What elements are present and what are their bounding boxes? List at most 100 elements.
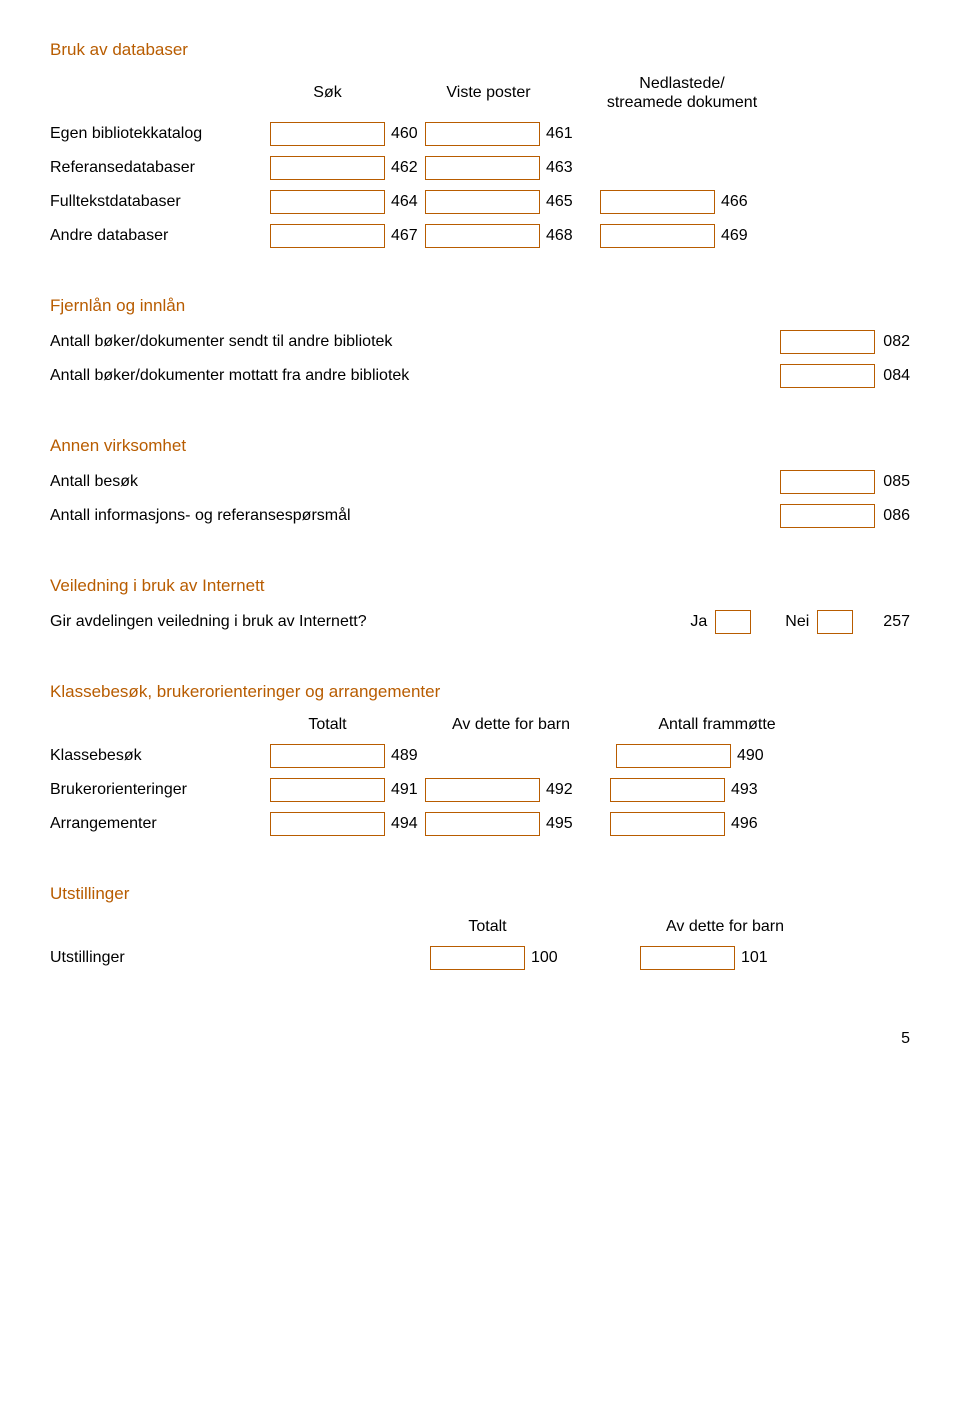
row-label: Antall besøk (50, 473, 780, 491)
input-box[interactable] (425, 190, 540, 214)
header-row: Totalt Av dette for barn (50, 918, 910, 936)
section-fjernlan: Fjernlån og innlån Antall bøker/dokument… (50, 296, 910, 388)
section-title: Klassebesøk, brukerorienteringer og arra… (50, 682, 910, 702)
field-code: 495 (540, 815, 580, 833)
table-row: Referansedatabaser 462 463 (50, 156, 910, 180)
input-box[interactable] (270, 190, 385, 214)
table-row: Egen bibliotekkatalog 460 461 (50, 122, 910, 146)
field-code: 465 (540, 193, 580, 211)
field-code: 086 (875, 507, 910, 525)
table-row: Fulltekstdatabaser 464 465 466 (50, 190, 910, 214)
ja-label: Ja (690, 613, 707, 631)
page-number: 5 (50, 1030, 910, 1048)
table-row: Antall informasjons- og referansespørsmå… (50, 504, 910, 528)
row-label: Antall informasjons- og referansespørsmå… (50, 507, 780, 525)
nei-checkbox[interactable] (817, 610, 853, 634)
input-box[interactable] (270, 122, 385, 146)
input-box[interactable] (780, 364, 875, 388)
input-box[interactable] (270, 812, 385, 836)
input-box[interactable] (780, 470, 875, 494)
ja-checkbox[interactable] (715, 610, 751, 634)
input-box[interactable] (600, 190, 715, 214)
col-header: Av dette for barn (645, 918, 805, 936)
row-label: Fulltekstdatabaser (50, 193, 270, 211)
row-label: Antall bøker/dokumenter mottatt fra andr… (50, 367, 780, 385)
field-code: 468 (540, 227, 580, 245)
input-box[interactable] (610, 778, 725, 802)
header-row: Søk Viste poster Nedlastede/ streamede d… (50, 74, 910, 112)
input-box[interactable] (610, 812, 725, 836)
input-box[interactable] (600, 224, 715, 248)
col-header: Nedlastede/ streamede dokument (592, 74, 772, 112)
section-title: Bruk av databaser (50, 40, 910, 60)
input-box[interactable] (270, 744, 385, 768)
field-code: 493 (725, 781, 758, 799)
section-title: Veiledning i bruk av Internett (50, 576, 910, 596)
field-code: 463 (540, 159, 580, 177)
nei-label: Nei (785, 613, 809, 631)
col-header: Søk (270, 84, 385, 102)
input-box[interactable] (425, 812, 540, 836)
table-row: Klassebesøk 489 490 (50, 744, 910, 768)
section-annen: Annen virksomhet Antall besøk 085Antall … (50, 436, 910, 528)
input-box[interactable] (616, 744, 731, 768)
table-row: Antall bøker/dokumenter mottatt fra andr… (50, 364, 910, 388)
row-label: Referansedatabaser (50, 159, 270, 177)
field-code: 494 (385, 815, 425, 833)
table-row: Andre databaser 467 468 469 (50, 224, 910, 248)
row-label: Brukerorienteringer (50, 781, 270, 799)
field-code: 464 (385, 193, 425, 211)
input-box[interactable] (780, 330, 875, 354)
field-code: 491 (385, 781, 425, 799)
section-klassebesok: Klassebesøk, brukerorienteringer og arra… (50, 682, 910, 836)
table-row: Antall besøk 085 (50, 470, 910, 494)
field-code: 467 (385, 227, 425, 245)
col-header: Antall frammøtte (637, 716, 797, 734)
field-code: 490 (731, 747, 764, 765)
input-box[interactable] (425, 778, 540, 802)
row-label: Utstillinger (50, 949, 270, 967)
field-code: 469 (715, 227, 748, 245)
col-header: Totalt (270, 716, 385, 734)
field-code: 084 (875, 367, 910, 385)
field-code: 101 (735, 949, 768, 967)
section-title: Annen virksomhet (50, 436, 910, 456)
field-code: 100 (525, 949, 565, 967)
section-utstillinger: Utstillinger Totalt Av dette for barn Ut… (50, 884, 910, 970)
table-row: Utstillinger 100 101 (50, 946, 910, 970)
row-label: Klassebesøk (50, 747, 270, 765)
field-code: 085 (875, 473, 910, 491)
row-label: Andre databaser (50, 227, 270, 245)
input-box[interactable] (780, 504, 875, 528)
section-databaser: Bruk av databaser Søk Viste poster Nedla… (50, 40, 910, 248)
question-row: Gir avdelingen veiledning i bruk av Inte… (50, 610, 910, 634)
header-row: Totalt Av dette for barn Antall frammøtt… (50, 716, 910, 734)
field-code: 082 (875, 333, 910, 351)
row-label: Arrangementer (50, 815, 270, 833)
field-code: 460 (385, 125, 425, 143)
input-box[interactable] (270, 224, 385, 248)
field-code: 462 (385, 159, 425, 177)
col-header: Av dette for barn (431, 716, 591, 734)
input-box[interactable] (270, 778, 385, 802)
field-code: 489 (385, 747, 425, 765)
section-veiledning: Veiledning i bruk av Internett Gir avdel… (50, 576, 910, 634)
field-code: 496 (725, 815, 758, 833)
input-box[interactable] (425, 122, 540, 146)
field-code: 257 (883, 613, 910, 631)
input-box[interactable] (425, 156, 540, 180)
field-code: 461 (540, 125, 580, 143)
question-label: Gir avdelingen veiledning i bruk av Inte… (50, 613, 690, 631)
table-row: Brukerorienteringer 491 492 493 (50, 778, 910, 802)
section-title: Utstillinger (50, 884, 910, 904)
row-label: Antall bøker/dokumenter sendt til andre … (50, 333, 780, 351)
input-box[interactable] (430, 946, 525, 970)
input-box[interactable] (640, 946, 735, 970)
field-code: 492 (540, 781, 580, 799)
field-code: 466 (715, 193, 748, 211)
input-box[interactable] (270, 156, 385, 180)
table-row: Antall bøker/dokumenter sendt til andre … (50, 330, 910, 354)
table-row: Arrangementer 494 495 496 (50, 812, 910, 836)
input-box[interactable] (425, 224, 540, 248)
row-label: Egen bibliotekkatalog (50, 125, 270, 143)
